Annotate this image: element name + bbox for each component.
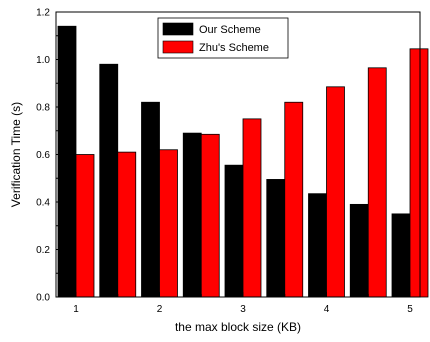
legend-entry: Our Scheme — [199, 24, 261, 36]
bar-our-scheme-6 — [266, 179, 286, 298]
bar-our-scheme-9 — [391, 213, 411, 298]
bars-layer — [57, 25, 429, 298]
bar-zhus-scheme-9 — [409, 48, 429, 298]
legend-entry: Zhu's Scheme — [199, 42, 269, 54]
x-tick-label: 1 — [73, 304, 79, 315]
legend-swatch — [162, 40, 194, 54]
bar-our-scheme-3 — [141, 101, 160, 298]
x-axis-label: the max block size (KB) — [175, 320, 301, 334]
bar-our-scheme-5 — [224, 164, 244, 298]
y-axis-ticks: 0.0 0.2 0.4 0.6 0.8 1.0 1.2 — [36, 8, 61, 304]
bar-zhus-scheme-6 — [284, 101, 304, 298]
y-axis-label: Verification Time (s) — [9, 102, 23, 207]
bar-our-scheme-4 — [182, 132, 202, 298]
bar-our-scheme-2 — [99, 63, 119, 298]
bar-zhus-scheme-8 — [367, 67, 387, 298]
bar-zhus-scheme-3 — [159, 149, 178, 298]
x-tick-label: 2 — [157, 304, 163, 315]
bar-our-scheme-1 — [57, 25, 77, 298]
x-tick-label: 3 — [240, 304, 246, 315]
bar-zhus-scheme-5 — [242, 118, 262, 298]
x-tick-label: 4 — [324, 304, 330, 315]
y-tick-label: 0.6 — [36, 150, 50, 161]
bar-zhus-scheme-7 — [326, 86, 345, 298]
bar-zhus-scheme-4 — [200, 133, 220, 298]
y-tick-label: 0.0 — [36, 293, 50, 304]
y-tick-label: 0.2 — [36, 245, 50, 256]
bar-zhus-scheme-1 — [75, 154, 95, 298]
y-tick-label: 1.0 — [36, 55, 50, 66]
legend-swatch — [162, 22, 194, 36]
x-tick-label: 5 — [407, 304, 413, 315]
legend: Our Scheme Zhu's Scheme — [157, 17, 289, 59]
x-axis-ticks: 1 2 3 4 5 — [73, 292, 413, 315]
bar-our-scheme-7 — [308, 193, 327, 298]
y-tick-label: 1.2 — [36, 8, 50, 19]
bar-our-scheme-8 — [349, 203, 369, 298]
y-tick-label: 0.8 — [36, 103, 50, 114]
y-tick-label: 0.4 — [36, 198, 50, 209]
bar-zhus-scheme-2 — [117, 151, 137, 298]
